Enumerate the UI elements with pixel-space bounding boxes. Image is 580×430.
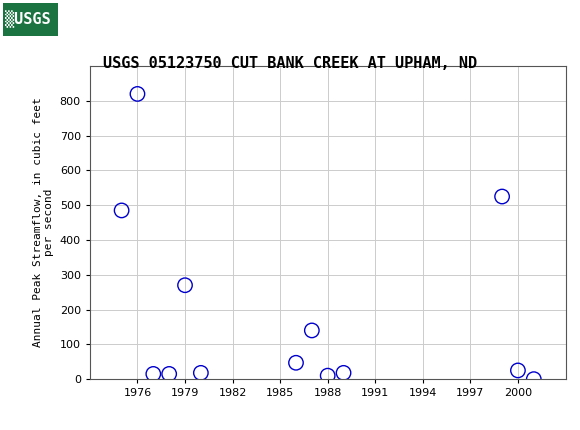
Point [180,282,190,289]
FancyBboxPatch shape [3,3,58,36]
Point [148,371,158,378]
Point [498,193,507,200]
Point [529,376,538,383]
Point [339,369,348,376]
Text: ▒USGS: ▒USGS [5,11,50,28]
Point [513,367,523,374]
Text: USGS 05123750 CUT BANK CREEK AT UPHAM, ND: USGS 05123750 CUT BANK CREEK AT UPHAM, N… [103,56,477,71]
Y-axis label: Annual Peak Streamflow, in cubic feet
per second: Annual Peak Streamflow, in cubic feet pe… [32,98,54,347]
Point [291,359,300,366]
Point [133,90,142,97]
Point [117,207,126,214]
Point [307,327,317,334]
Point [196,369,205,376]
Point [323,372,332,379]
Point [165,371,174,378]
